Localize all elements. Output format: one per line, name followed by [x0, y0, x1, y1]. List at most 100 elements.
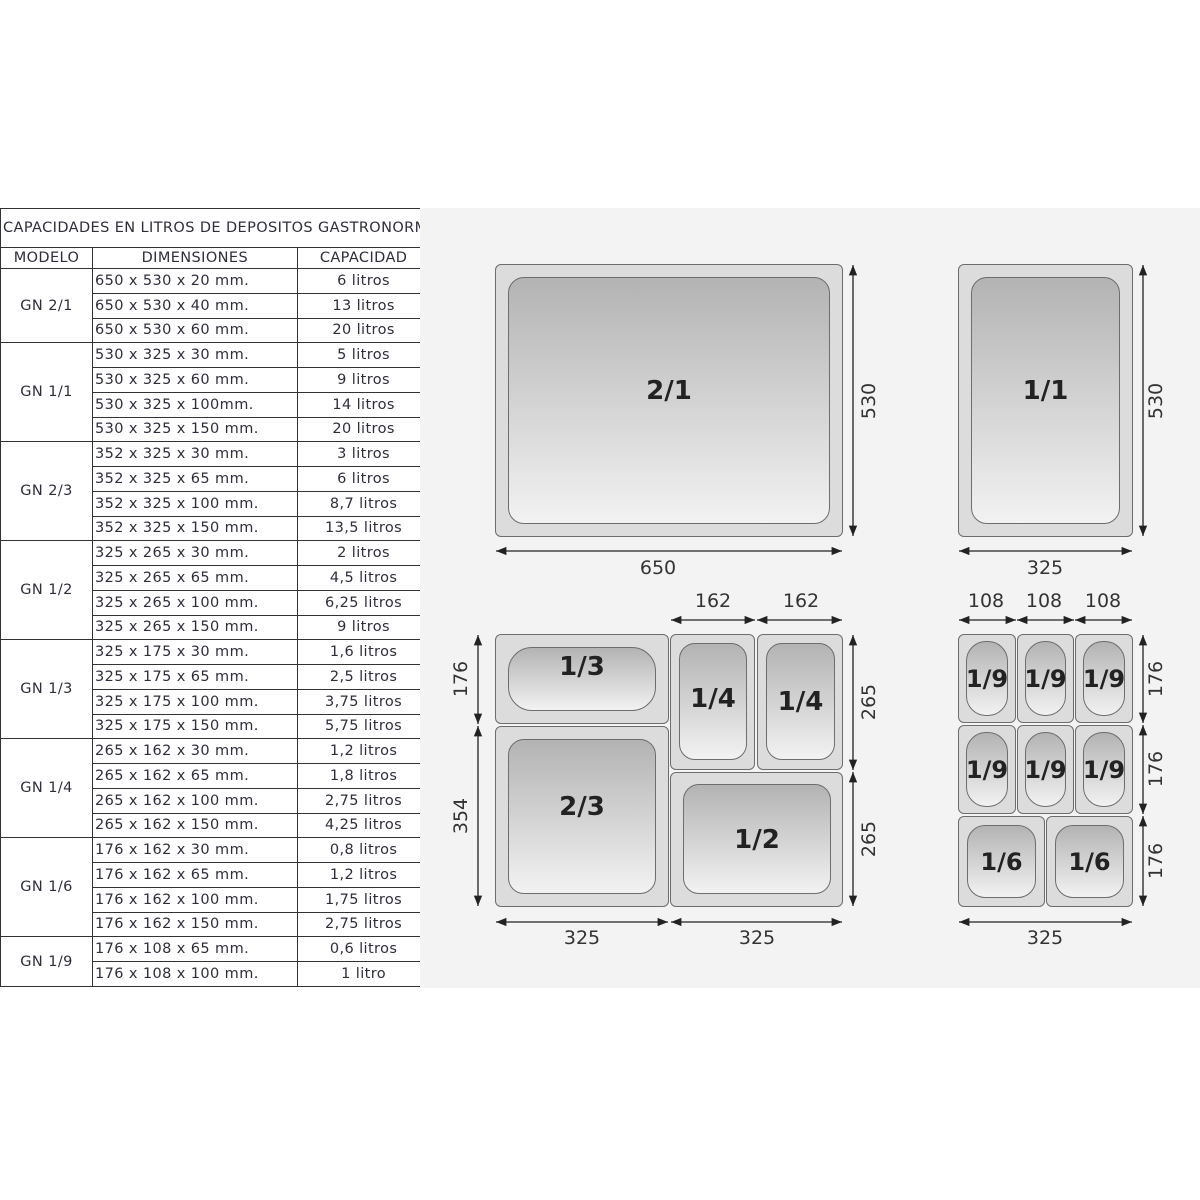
dim-label: 530 [858, 382, 880, 420]
table-row: GN 1/6 176 x 162 x 30 mm. 0,8 litros [0, 837, 431, 938]
dim-label: 265 [858, 683, 880, 721]
table-row: 265 x 162 x 65 mm. 1,8 litros [1, 763, 431, 789]
pan-label-2-3: 2/3 [508, 739, 656, 894]
dimensions-cell: 325 x 265 x 100 mm. [92, 589, 298, 616]
dimensions-cell: 325 x 265 x 30 mm. [92, 540, 298, 566]
dimensions-cell: 176 x 162 x 150 mm. [92, 911, 298, 938]
dimensions-cell: 325 x 175 x 100 mm. [92, 688, 298, 715]
model-cell: GN 1/3 [0, 639, 94, 740]
capacity-cell: 20 litros [296, 317, 431, 344]
model-cell: GN 1/4 [0, 738, 94, 839]
capacity-cell: 3 litros [296, 441, 431, 467]
dim-label: 530 [1145, 382, 1167, 420]
dim-label: 162 [782, 590, 820, 612]
dimensions-cell: 325 x 175 x 30 mm. [92, 639, 298, 665]
dim-label: 108 [967, 590, 1005, 612]
table-row: 650 x 530 x 60 mm. 20 litros [1, 317, 431, 344]
table-title-row: CAPACIDADES EN LITROS DE DEPOSITOS GASTR… [0, 208, 431, 248]
table-row: 530 x 325 x 100mm. 14 litros [1, 391, 431, 418]
capacity-cell: 4,5 litros [296, 565, 431, 591]
dim-label: 108 [1084, 590, 1122, 612]
pan-label-1-9: 1/9 [966, 732, 1008, 807]
table-row: 265 x 162 x 150 mm. 4,25 litros [1, 812, 431, 839]
model-cell: GN 2/3 [0, 441, 94, 542]
table-row: 352 x 325 x 150 mm. 13,5 litros [1, 515, 431, 542]
dimensions-cell: 265 x 162 x 65 mm. [92, 763, 298, 789]
capacity-cell: 2,5 litros [296, 664, 431, 690]
table-row: 352 x 325 x 100 mm. 8,7 litros [1, 490, 431, 517]
table-row: 530 x 325 x 60 mm. 9 litros [1, 367, 431, 393]
table-header-row: MODELO DIMENSIONES CAPACIDAD [0, 247, 431, 269]
model-cell: GN 1/6 [0, 837, 94, 938]
dimensions-cell: 176 x 162 x 100 mm. [92, 886, 298, 913]
dimensions-cell: 265 x 162 x 100 mm. [92, 787, 298, 814]
capacity-cell: 1,6 litros [296, 639, 431, 665]
pan-label-1-9: 1/9 [1024, 732, 1067, 807]
table-row: GN 1/3 325 x 175 x 30 mm. 1,6 litros [0, 639, 431, 740]
table-row: 325 x 265 x 100 mm. 6,25 litros [1, 589, 431, 616]
model-cell: GN 2/1 [0, 267, 94, 344]
capacity-cell: 14 litros [296, 391, 431, 418]
header-modelo: MODELO [0, 247, 94, 269]
dimensions-cell: 530 x 325 x 60 mm. [92, 367, 298, 393]
capacity-cell: 6,25 litros [296, 589, 431, 616]
dimensions-cell: 176 x 162 x 65 mm. [92, 862, 298, 888]
dim-label: 325 [1026, 927, 1064, 949]
capacity-table: CAPACIDADES EN LITROS DE DEPOSITOS GASTR… [0, 208, 431, 987]
pan-label-1-9: 1/9 [966, 641, 1008, 716]
dim-label: 325 [563, 927, 601, 949]
model-cell: GN 1/9 [0, 936, 94, 987]
dim-label: 325 [738, 927, 776, 949]
table-row: GN 2/1 650 x 530 x 20 mm. 6 litros [0, 267, 431, 344]
dimensions-cell: 352 x 325 x 150 mm. [92, 515, 298, 542]
pan-label-1-9: 1/9 [1024, 641, 1067, 716]
table-row: 176 x 162 x 150 mm. 2,75 litros [1, 911, 431, 938]
dimensions-cell: 325 x 265 x 65 mm. [92, 565, 298, 591]
dimensions-cell: 530 x 325 x 100mm. [92, 391, 298, 418]
table-row: 325 x 175 x 65 mm. 2,5 litros [1, 664, 431, 690]
dimensions-cell: 325 x 175 x 150 mm. [92, 713, 298, 740]
table-row: GN 1/4 265 x 162 x 30 mm. 1,2 litros [0, 738, 431, 839]
table-row: 325 x 265 x 150 mm. 9 litros [1, 614, 431, 641]
dimensions-cell: 176 x 108 x 100 mm. [92, 961, 298, 987]
table-row: GN 2/3 352 x 325 x 30 mm. 3 litros [0, 441, 431, 542]
dim-label: 162 [694, 590, 732, 612]
dim-label: 176 [450, 660, 472, 698]
pan-label-1-6: 1/6 [967, 825, 1036, 898]
pan-label-2-1: 2/1 [508, 277, 830, 524]
table-row: 265 x 162 x 100 mm. 2,75 litros [1, 787, 431, 814]
dimensions-cell: 325 x 175 x 65 mm. [92, 664, 298, 690]
capacity-cell: 2 litros [296, 540, 431, 566]
header-capacidad: CAPACIDAD [296, 247, 431, 269]
dim-label: 265 [858, 820, 880, 858]
table-row: 176 x 162 x 65 mm. 1,2 litros [1, 862, 431, 888]
capacity-cell: 2,75 litros [296, 787, 431, 814]
dimensions-cell: 325 x 265 x 150 mm. [92, 614, 298, 641]
dimensions-cell: 530 x 325 x 30 mm. [92, 342, 298, 368]
dim-label: 650 [639, 557, 677, 579]
model-cell: GN 1/1 [0, 342, 94, 443]
table-row: 325 x 265 x 65 mm. 4,5 litros [1, 565, 431, 591]
pan-label-1-9: 1/9 [1083, 641, 1125, 716]
pan-label-1-4: 1/4 [679, 643, 747, 760]
capacity-cell: 9 litros [296, 367, 431, 393]
dim-label: 325 [1026, 557, 1064, 579]
dimensions-cell: 265 x 162 x 150 mm. [92, 812, 298, 839]
capacity-cell: 6 litros [296, 268, 431, 294]
table-row: 176 x 162 x 100 mm. 1,75 litros [1, 886, 431, 913]
pan-label-1-2: 1/2 [683, 784, 831, 894]
capacity-cell: 4,25 litros [296, 812, 431, 839]
capacity-cell: 1,75 litros [296, 886, 431, 913]
capacity-cell: 1,2 litros [296, 862, 431, 888]
dim-label: 108 [1025, 590, 1063, 612]
dim-label: 176 [1145, 750, 1167, 788]
dimensions-cell: 352 x 325 x 100 mm. [92, 490, 298, 517]
dimensions-cell: 650 x 530 x 20 mm. [92, 268, 298, 294]
dim-label: 176 [1145, 660, 1167, 698]
table-row: 530 x 325 x 150 mm. 20 litros [1, 416, 431, 443]
capacity-cell: 1 litro [296, 961, 431, 987]
table-title: CAPACIDADES EN LITROS DE DEPOSITOS GASTR… [0, 208, 431, 248]
table-row: 176 x 108 x 100 mm. 1 litro [1, 961, 431, 987]
pan-label-1-6: 1/6 [1055, 825, 1124, 898]
